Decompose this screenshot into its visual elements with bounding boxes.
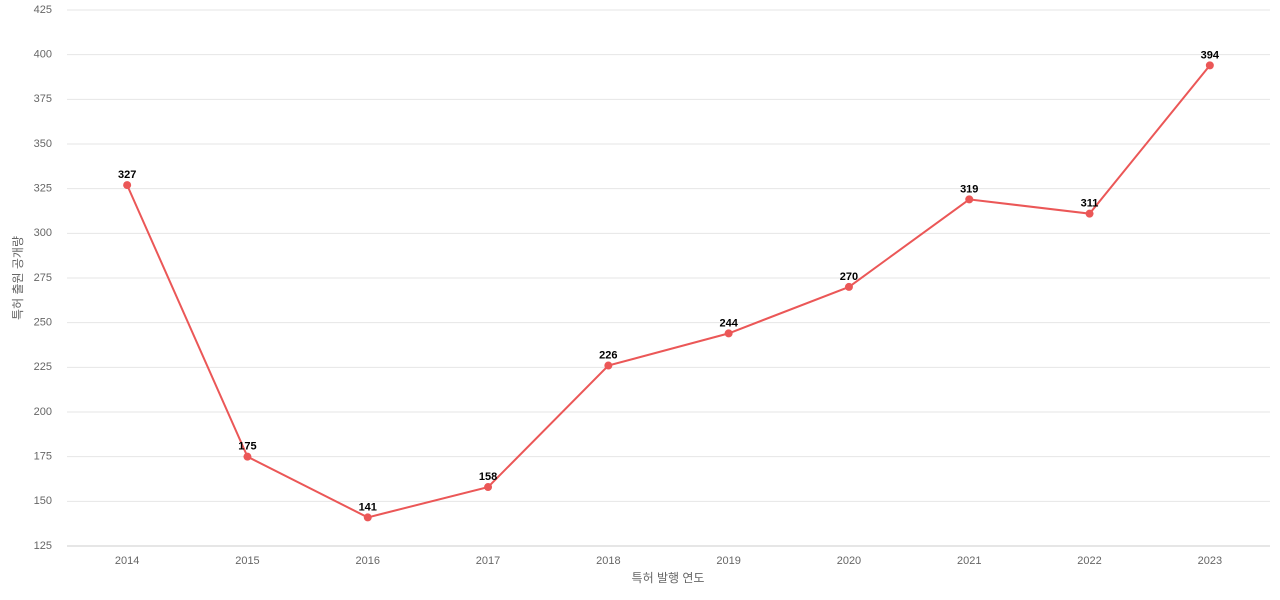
y-tick-label: 225	[34, 361, 52, 373]
data-label: 394	[1201, 49, 1220, 61]
data-label: 270	[840, 271, 858, 283]
y-tick-label: 200	[34, 406, 52, 418]
x-tick-label: 2018	[596, 555, 620, 567]
data-label: 226	[599, 349, 617, 361]
point	[123, 181, 132, 190]
x-tick-label: 2020	[837, 555, 861, 567]
data-label: 141	[359, 501, 377, 513]
data-label: 244	[719, 317, 738, 329]
y-tick-label: 150	[34, 495, 52, 507]
point	[844, 282, 853, 291]
line	[126, 64, 1211, 519]
point	[243, 452, 252, 461]
point	[1205, 61, 1214, 70]
point	[724, 329, 733, 338]
x-tick-label: 2019	[716, 555, 740, 567]
y-tick-label: 275	[34, 272, 52, 284]
x-tick-label: 2015	[235, 555, 259, 567]
y-tick-label: 250	[34, 317, 52, 329]
y-tick-label: 375	[34, 93, 52, 105]
x-tick-label: 2016	[356, 555, 380, 567]
data-label: 319	[960, 183, 978, 195]
y-tick-label: 425	[34, 4, 52, 16]
data-label: 158	[479, 471, 497, 483]
point	[1085, 209, 1094, 218]
y-tick-label: 400	[34, 49, 52, 61]
x-tick-label: 2022	[1077, 555, 1101, 567]
data-label: 327	[118, 169, 136, 181]
x-tick-label: 2021	[957, 555, 981, 567]
x-tick-label: 2023	[1198, 555, 1222, 567]
y-tick-label: 300	[34, 227, 52, 239]
y-tick-label: 125	[34, 540, 52, 552]
y-axis-title: 특허 출원 공개량	[11, 236, 25, 320]
y-tick-label: 175	[34, 451, 52, 463]
x-tick-label: 2017	[476, 555, 500, 567]
x-tick-label: 2014	[115, 555, 139, 567]
y-tick-label: 325	[34, 183, 52, 195]
data-label: 175	[238, 441, 256, 453]
point	[363, 513, 372, 522]
x-axis-title: 특허 발행 연도	[632, 570, 705, 585]
y-tick-label: 350	[34, 138, 52, 150]
point	[604, 361, 613, 370]
data-label: 311	[1081, 198, 1099, 210]
point	[484, 483, 493, 492]
point	[965, 195, 974, 204]
